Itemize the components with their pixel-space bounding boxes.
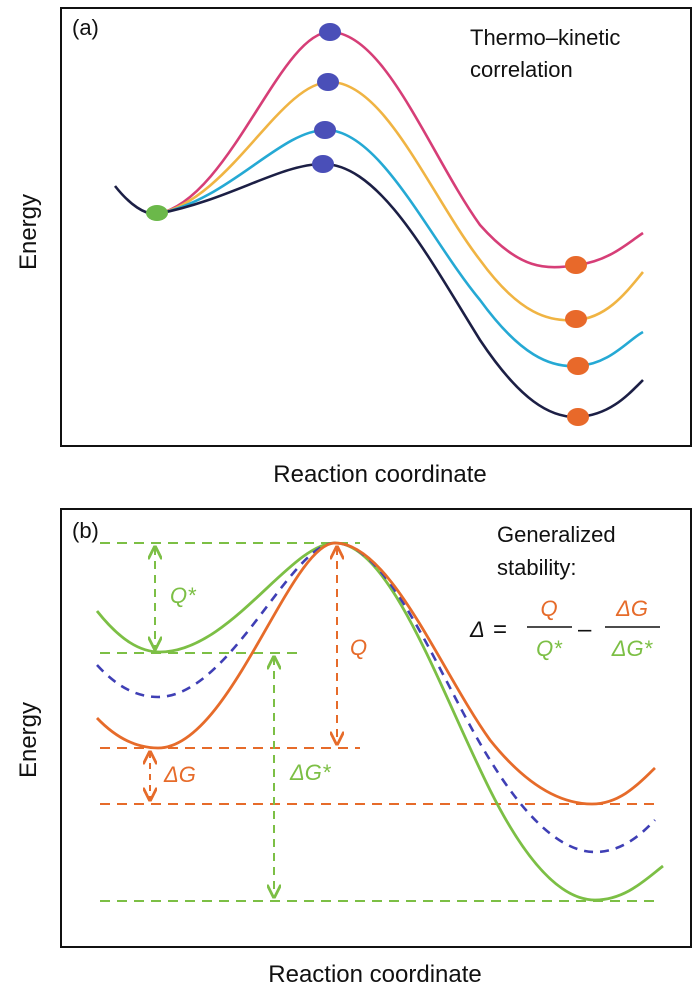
q-label: Q [350,635,367,660]
panel-b-note-line1: Generalized [497,522,616,547]
product-dot-1 [565,256,587,274]
panel-a-title-line2: correlation [470,57,573,82]
curve-yellow [156,80,644,322]
product-dot-4 [567,408,589,426]
curve-green [95,541,664,902]
curve-orange [95,541,656,806]
reactant-dot [146,205,168,221]
formula-eq: = [493,616,507,643]
panel-a-xlabel: Reaction coordinate [273,461,486,488]
ts-dot-2 [317,73,339,91]
delta-g-star-label: ΔG* [289,760,332,785]
ts-dot-1 [319,23,341,41]
formula-den1: Q* [536,636,563,661]
panel-a-label: (a) [72,15,99,40]
formula-den2: ΔG* [611,636,654,661]
ts-dot-4 [312,155,334,173]
stability-formula: Δ = Q Q* – ΔG ΔG* [469,596,660,661]
panel-b: (b) Generalized stability: Energy Reacti… [15,508,692,988]
formula-lhs: Δ [469,617,485,642]
formula-num2: ΔG [615,596,648,621]
curve-dashed [96,541,656,854]
panel-a: (a) Thermo–kinetic correlation Energy Re… [15,7,692,488]
panel-a-frame [60,7,692,447]
product-dot-2 [565,310,587,328]
panel-b-xlabel: Reaction coordinate [268,961,481,988]
panel-b-frame [60,508,692,948]
q-star-label: Q* [170,583,197,608]
panel-b-label: (b) [72,518,99,543]
formula-num1: Q [540,596,557,621]
panel-a-ylabel: Energy [15,194,42,270]
formula-minus: – [578,616,592,643]
ts-dot-3 [314,121,336,139]
product-dot-3 [567,357,589,375]
panel-a-title-line1: Thermo–kinetic [470,25,620,50]
panel-b-note-line2: stability: [497,555,576,580]
delta-g-label: ΔG [163,762,196,787]
panel-b-ylabel: Energy [15,702,42,778]
